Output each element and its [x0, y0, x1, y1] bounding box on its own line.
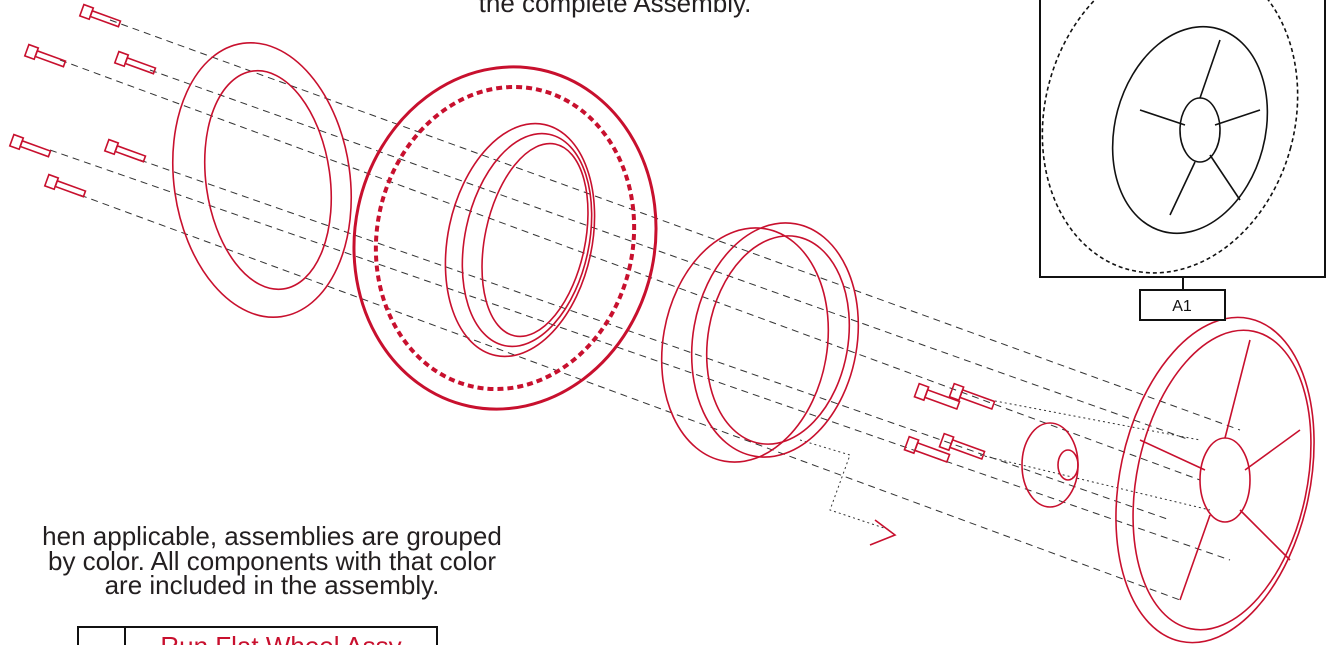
legend-row-name: Run Flat Wheel Assy — [160, 631, 401, 645]
screws — [10, 5, 996, 465]
parts-diagram: the complete Assembly. — [0, 0, 1331, 645]
note-line: are included in the assembly. — [105, 570, 440, 600]
rim-half — [156, 31, 369, 329]
inset: A1 — [1008, 0, 1331, 320]
inset-label: A1 — [1172, 298, 1192, 315]
ring — [644, 210, 876, 476]
caption: the complete Assembly. — [479, 0, 752, 18]
legend-table: Run Flat Wheel Assy — [78, 627, 437, 645]
wheel-rim — [1088, 299, 1331, 645]
hub — [870, 423, 1078, 545]
tire — [323, 39, 688, 438]
